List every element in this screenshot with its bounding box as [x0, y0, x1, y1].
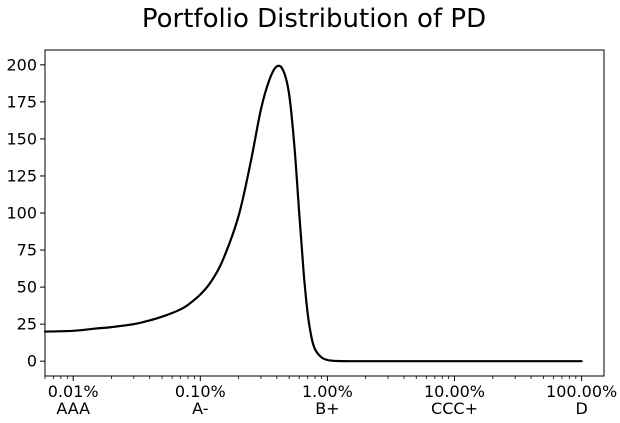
x-tick-rating-label: A- [192, 399, 208, 418]
y-tick-label: 125 [6, 166, 37, 185]
x-tick-label: 0.01% [48, 382, 99, 401]
plot-area: 0 25 50 75 100 125 150 175 200 0.01%AAA 0.10%A- 1.0… [6, 49, 617, 418]
data-series-line [43, 64, 583, 363]
x-tick-rating-label: AAA [56, 399, 90, 418]
y-tick-label: 50 [17, 278, 37, 297]
chart-title: Portfolio Distribution of PD [142, 4, 486, 34]
x-tick-label: 0.10% [175, 382, 226, 401]
x-tick-rating-label: CCC+ [431, 399, 478, 418]
y-tick-label: 75 [17, 241, 37, 260]
x-tick-label: 1.00% [302, 382, 353, 401]
y-tick-label: 200 [6, 55, 37, 74]
x-tick-label: 10.00% [424, 382, 485, 401]
y-tick-label: 100 [6, 204, 37, 223]
axes-frame [44, 49, 605, 377]
y-tick-label: 175 [6, 92, 37, 111]
x-tick-label: 100.00% [546, 382, 617, 401]
y-tick-label: 150 [6, 129, 37, 148]
y-tick-label: 0 [27, 352, 37, 371]
x-tick-rating-label: D [575, 399, 587, 418]
y-tick-label: 25 [17, 315, 37, 334]
x-tick-rating-label: B+ [315, 399, 339, 418]
